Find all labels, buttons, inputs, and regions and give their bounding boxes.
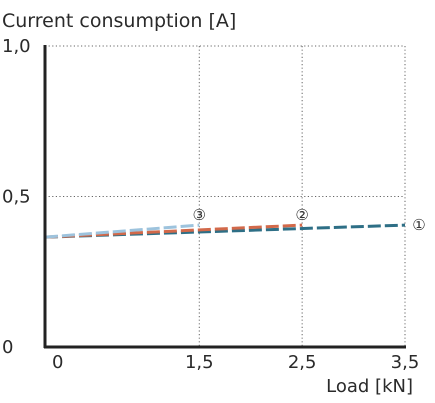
series-marker-1: ① bbox=[412, 216, 425, 234]
x-tick-label: 0 bbox=[52, 352, 63, 373]
chart-title: Current consumption [A] bbox=[2, 10, 236, 32]
series-line-3 bbox=[44, 223, 200, 239]
series-marker-2: ② bbox=[295, 206, 308, 224]
grid bbox=[45, 45, 406, 347]
x-tick-label: 3,5 bbox=[391, 352, 420, 373]
x-tick-label: 2,5 bbox=[288, 352, 317, 373]
x-axis-label: Load [kN] bbox=[326, 376, 413, 397]
series-markers: ① ② ③ bbox=[193, 206, 426, 234]
series-marker-3: ③ bbox=[193, 206, 206, 224]
y-tick-label: 1,0 bbox=[2, 36, 31, 57]
tick-labels: 0 1,5 2,5 3,5 0 0,5 1,0 bbox=[2, 36, 419, 373]
x-tick-label: 1,5 bbox=[185, 352, 214, 373]
series-lines bbox=[44, 223, 406, 239]
y-tick-label: 0 bbox=[2, 337, 13, 358]
y-tick-label: 0,5 bbox=[2, 187, 31, 208]
